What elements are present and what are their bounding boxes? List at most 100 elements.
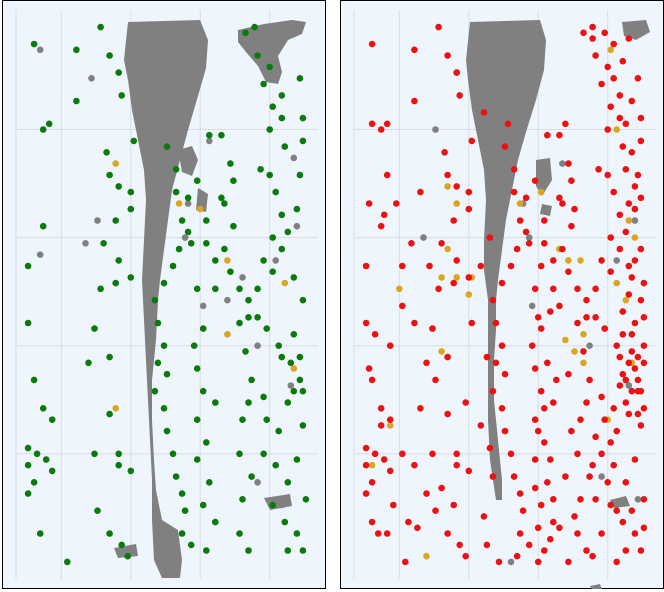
primary-point-55 [429, 450, 436, 458]
primary-point-161 [574, 450, 581, 458]
primary-point-155 [293, 205, 301, 213]
primary-point-58 [151, 296, 159, 304]
primary-point-128 [544, 479, 551, 486]
primary-point-190 [616, 245, 624, 253]
gold-point-2 [444, 245, 451, 253]
gold-point-29 [386, 422, 394, 429]
gray-region-shape-2 [178, 146, 198, 176]
primary-point-5 [24, 319, 32, 327]
primary-point-13 [48, 467, 56, 475]
primary-point-50 [435, 285, 442, 293]
primary-point-32 [115, 257, 122, 264]
primary-point-113 [251, 23, 258, 31]
primary-point-223 [637, 422, 645, 429]
primary-point-61 [154, 359, 162, 367]
primary-point-71 [187, 541, 195, 549]
primary-point-65 [411, 319, 418, 327]
primary-point-64 [426, 262, 433, 270]
primary-point-70 [178, 530, 186, 537]
gold-point-27 [631, 234, 639, 241]
primary-point-235 [628, 149, 636, 156]
primary-point-197 [616, 353, 624, 361]
primary-point-62 [163, 370, 171, 378]
primary-point-166 [562, 120, 569, 128]
primary-point-78 [212, 285, 219, 293]
primary-point-100 [525, 541, 533, 549]
primary-point-123 [537, 387, 545, 395]
gray-point-10 [631, 217, 639, 224]
primary-point-84 [193, 416, 201, 424]
gold-point-4 [453, 274, 460, 281]
primary-point-142 [263, 416, 271, 424]
primary-point-71 [462, 399, 469, 406]
primary-point-58 [465, 467, 473, 475]
primary-point-4 [362, 262, 370, 270]
primary-point-2 [39, 222, 47, 230]
primary-point-121 [528, 342, 536, 350]
gold-point-5 [224, 331, 231, 338]
primary-point-265 [592, 496, 599, 503]
primary-point-46 [118, 92, 125, 99]
primary-point-99 [236, 285, 243, 293]
primary-point-104 [248, 376, 255, 384]
primary-point-205 [601, 416, 608, 424]
primary-point-15 [36, 530, 44, 537]
primary-point-46 [438, 240, 445, 247]
primary-point-180 [607, 103, 614, 110]
primary-point-94 [218, 194, 225, 202]
primary-point-156 [574, 319, 581, 327]
primary-point-227 [589, 35, 596, 42]
gray-region-shape-0 [124, 20, 208, 578]
primary-point-115 [266, 63, 274, 71]
primary-point-118 [531, 285, 539, 293]
gold-point-23 [607, 46, 614, 54]
primary-point-114 [531, 177, 539, 184]
primary-point-79 [510, 188, 518, 196]
primary-point-87 [206, 479, 213, 486]
primary-point-12 [380, 456, 388, 463]
primary-point-108 [489, 473, 497, 480]
primary-point-3 [45, 120, 53, 128]
primary-point-203 [622, 399, 630, 406]
primary-point-22 [365, 200, 373, 207]
primary-point-210 [607, 501, 614, 509]
primary-point-116 [541, 240, 548, 247]
gray-point-9 [613, 257, 620, 264]
primary-point-39 [453, 69, 460, 76]
primary-point-119 [550, 285, 557, 293]
primary-point-79 [199, 325, 207, 332]
primary-point-158 [586, 376, 593, 384]
primary-point-191 [598, 257, 605, 264]
primary-point-17 [402, 558, 409, 566]
primary-point-149 [293, 530, 301, 537]
primary-point-38 [411, 97, 418, 105]
primary-point-144 [534, 558, 542, 566]
primary-point-146 [565, 160, 572, 167]
primary-point-157 [580, 348, 587, 355]
gray-point-1 [432, 126, 439, 133]
primary-point-65 [163, 427, 171, 435]
primary-point-10 [362, 461, 370, 469]
primary-point-14 [362, 490, 370, 497]
primary-point-100 [245, 296, 252, 304]
scatter-panel-left [2, 0, 326, 589]
primary-point-80 [522, 194, 530, 202]
gray-point-15 [278, 501, 286, 509]
primary-point-163 [577, 496, 584, 503]
primary-point-215 [637, 114, 645, 122]
primary-point-142 [534, 524, 542, 532]
primary-point-6 [30, 376, 38, 384]
primary-point-34 [91, 325, 98, 332]
primary-point-242 [625, 262, 633, 270]
primary-point-49 [172, 166, 180, 173]
primary-point-144 [260, 450, 267, 458]
primary-point-146 [284, 479, 292, 486]
primary-point-131 [541, 547, 548, 554]
primary-point-82 [199, 387, 207, 395]
primary-point-158 [299, 296, 307, 304]
primary-point-181 [616, 92, 624, 99]
primary-point-86 [498, 279, 506, 287]
primary-point-72 [206, 131, 213, 139]
gray-region-shape-5 [590, 584, 602, 589]
gold-point-9 [516, 200, 524, 207]
